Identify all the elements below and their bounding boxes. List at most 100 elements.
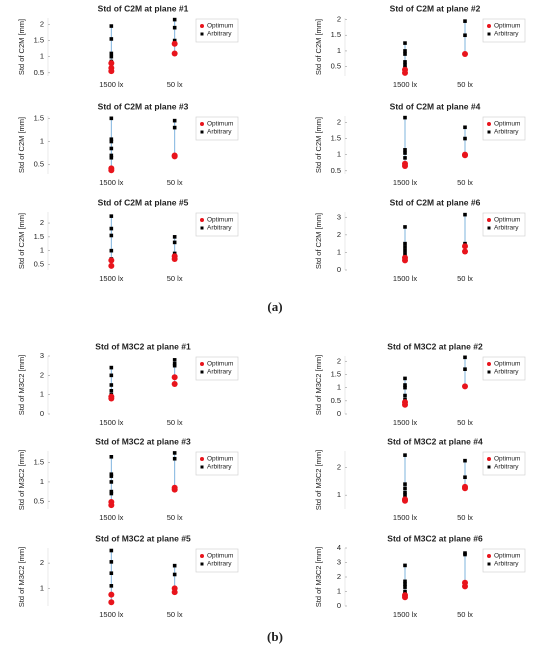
arbitrary-point: [109, 116, 114, 121]
y-tick-label: 0.5: [34, 496, 44, 505]
legend-label: Arbitrary: [207, 464, 232, 471]
arbitrary-point: [109, 489, 114, 494]
legend-box: [195, 116, 239, 141]
optimum-point: [402, 497, 408, 504]
arbitrary-point: [463, 136, 467, 141]
x-tick-label: 1500 lx: [393, 178, 417, 187]
subplot: Std of C2M at plane #2 Std of C2M [mm] 0.5…: [314, 3, 526, 89]
y-tick-label: 2: [40, 558, 44, 567]
arbitrary-point: [109, 491, 114, 496]
legend-label: Optimum: [207, 121, 233, 128]
y-tick-label: 4: [337, 543, 341, 552]
arbitrary-point: [109, 146, 114, 151]
arbitrary-point: [172, 361, 177, 366]
arbitrary-point: [403, 52, 407, 56]
legend-label: Arbitrary: [494, 129, 519, 136]
optimum-point: [171, 374, 178, 381]
arbitrary-point: [109, 472, 114, 476]
legend-label: Arbitrary: [494, 464, 519, 471]
optimum-point: [462, 485, 468, 492]
subplot-title: Std of C2M at plane #4: [390, 101, 481, 111]
subplot-title: Std of C2M at plane #5: [98, 197, 189, 207]
y-tick-label: 1: [40, 246, 44, 255]
legend-label: Optimum: [207, 456, 233, 463]
x-tick-label: 50 lx: [167, 610, 183, 619]
optimum-point: [171, 255, 178, 262]
x-tick-label: 50 lx: [457, 610, 473, 619]
subplot: Std of M3C2 at plane #2 Std of M3C2 [mm] 0…: [314, 341, 526, 427]
y-tick-label: 2: [337, 117, 341, 126]
subplot-title: Std of M3C2 at plane #2: [387, 341, 483, 351]
y-axis-label: Std of C2M [mm]: [17, 19, 26, 75]
subplot-title: Std of C2M at plane #6: [390, 197, 481, 207]
arbitrary-point: [403, 241, 407, 246]
subplot: Std of C2M at plane #3 Std of C2M [mm] 0.5…: [17, 101, 239, 187]
x-tick-label: 50 lx: [457, 418, 473, 427]
optimum-point: [108, 167, 115, 174]
optimum-point: [462, 152, 468, 159]
subplot: Std of M3C2 at plane #1 Std of M3C2 [mm] 0…: [17, 341, 239, 427]
arbitrary-point: [403, 248, 407, 253]
y-tick-label: 2: [40, 370, 44, 379]
legend-label: Optimum: [494, 553, 520, 560]
arbitrary-point: [109, 37, 114, 41]
x-tick-label: 1500 lx: [99, 418, 123, 427]
y-tick-label: 1.5: [34, 458, 44, 467]
legend-label: Arbitrary: [207, 225, 232, 232]
optimum-point: [171, 153, 178, 160]
legend-marker: [200, 465, 204, 469]
arbitrary-point: [172, 451, 177, 455]
y-tick-label: 1.5: [34, 113, 44, 122]
x-tick-label: 50 lx: [457, 80, 473, 89]
legend-box: [482, 548, 526, 573]
legend-label: Arbitrary: [494, 561, 519, 568]
arbitrary-point: [172, 125, 177, 130]
arbitrary-point: [109, 24, 114, 28]
arbitrary-point: [109, 365, 114, 370]
arbitrary-point: [463, 125, 467, 130]
arbitrary-point: [172, 240, 177, 245]
x-tick-label: 50 lx: [167, 274, 183, 283]
legend-marker: [487, 457, 491, 461]
y-axis-label: Std of M3C2 [mm]: [314, 547, 323, 607]
x-tick-label: 1500 lx: [99, 178, 123, 187]
y-tick-label: 2: [40, 19, 44, 28]
y-tick-label: 2: [337, 15, 341, 24]
y-axis-label: Std of M3C2 [mm]: [314, 355, 323, 415]
legend-box: [482, 18, 526, 43]
legend-box: [195, 451, 239, 476]
optimum-point: [462, 243, 468, 250]
legend-marker: [200, 457, 204, 461]
arbitrary-point: [403, 490, 407, 495]
legend-label: Optimum: [494, 361, 520, 368]
subplot-title: Std of C2M at plane #3: [98, 101, 189, 111]
legend-box: [195, 548, 239, 573]
legend-label: Optimum: [207, 217, 233, 224]
x-tick-label: 1500 lx: [393, 80, 417, 89]
arbitrary-point: [403, 151, 407, 155]
x-tick-label: 1500 lx: [99, 274, 123, 283]
y-tick-label: 3: [40, 351, 44, 360]
legend-label: Optimum: [207, 361, 233, 368]
legend-marker: [487, 554, 491, 558]
optimum-point: [108, 395, 115, 402]
optimum-point: [108, 599, 115, 606]
arbitrary-point: [109, 480, 114, 484]
arbitrary-point: [109, 233, 114, 238]
legend-marker: [200, 218, 204, 222]
arbitrary-point: [172, 563, 177, 568]
arbitrary-point: [403, 41, 407, 45]
legend-box: [195, 18, 239, 43]
legend-label: Optimum: [494, 23, 520, 30]
y-tick-label: 1.5: [331, 369, 341, 378]
x-tick-label: 1500 lx: [393, 418, 417, 427]
legend-label: Arbitrary: [207, 369, 232, 376]
legend-marker: [200, 130, 204, 134]
arbitrary-point: [109, 474, 114, 478]
legend-label: Arbitrary: [207, 31, 232, 38]
x-tick-label: 50 lx: [457, 178, 473, 187]
legend-box: [482, 451, 526, 476]
optimum-point: [171, 486, 178, 493]
optimum-point: [402, 257, 408, 264]
